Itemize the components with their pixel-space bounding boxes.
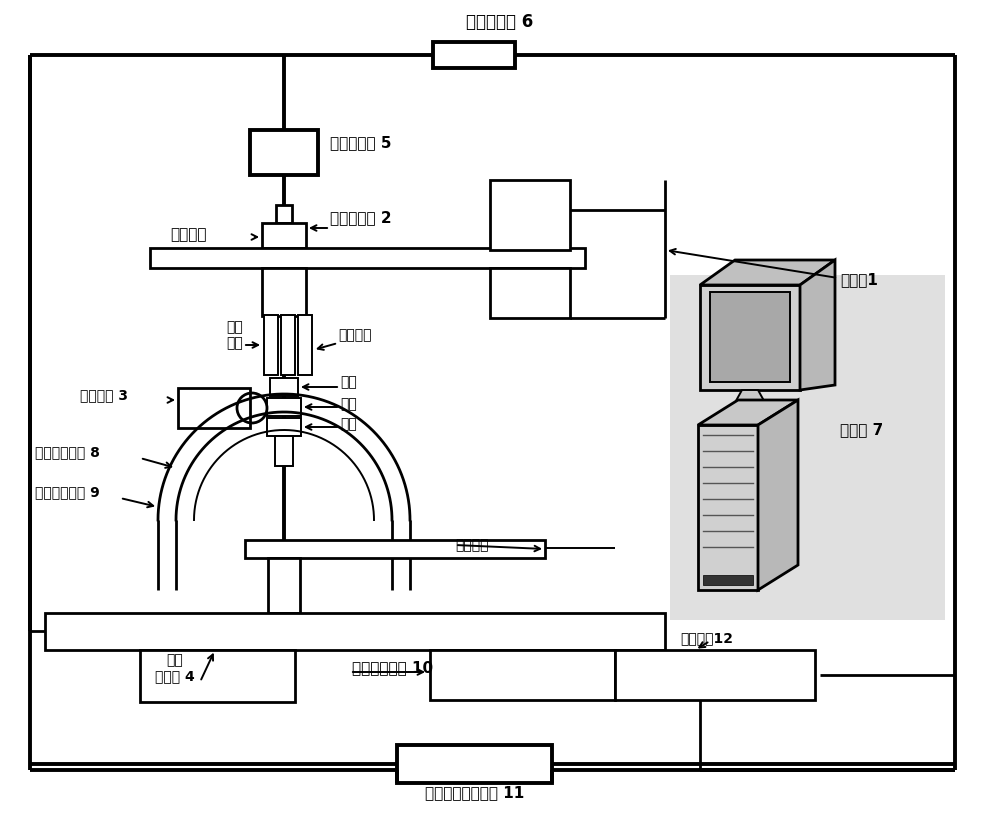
Text: 显微镜1: 显微镜1 <box>840 273 878 287</box>
Text: 稳定平台12: 稳定平台12 <box>680 631 733 645</box>
Bar <box>267 398 301 416</box>
Polygon shape <box>698 425 758 590</box>
Bar <box>281 315 295 375</box>
Text: 十字
载物台 4: 十字 载物台 4 <box>155 653 195 683</box>
Polygon shape <box>700 260 835 285</box>
Text: 压脚: 压脚 <box>340 375 357 389</box>
Text: 数据采集卡 6: 数据采集卡 6 <box>466 13 534 31</box>
Text: 显微目镜: 显微目镜 <box>170 227 207 243</box>
Polygon shape <box>700 285 800 390</box>
Text: 照明光源 3: 照明光源 3 <box>80 388 128 402</box>
Text: 夹具: 夹具 <box>340 417 357 431</box>
Text: 保偏
光纤: 保偏 光纤 <box>226 320 243 350</box>
Polygon shape <box>710 292 790 382</box>
Text: 转动执行机构 10: 转动执行机构 10 <box>352 660 433 676</box>
Bar <box>397 745 552 783</box>
Text: 基准分划板 2: 基准分划板 2 <box>330 211 392 225</box>
Bar <box>430 650 615 700</box>
Text: 定轴控制模块 9: 定轴控制模块 9 <box>35 485 100 499</box>
Bar <box>490 180 570 250</box>
Bar <box>298 315 312 375</box>
Text: 数码摄像机 5: 数码摄像机 5 <box>330 135 392 151</box>
Bar <box>262 223 306 248</box>
Text: 同心轴承: 同心轴承 <box>455 538 488 552</box>
Polygon shape <box>715 408 785 420</box>
Bar <box>150 248 585 268</box>
Bar <box>245 540 545 558</box>
Text: 夹具: 夹具 <box>340 397 357 411</box>
Bar <box>45 613 665 650</box>
Bar <box>276 205 292 223</box>
Bar <box>670 275 945 620</box>
Bar <box>615 650 815 700</box>
Bar <box>264 315 278 375</box>
Bar <box>490 268 570 318</box>
Bar <box>262 268 306 316</box>
Polygon shape <box>758 400 798 590</box>
Bar <box>275 436 293 466</box>
Text: 计算机 7: 计算机 7 <box>840 422 883 437</box>
Polygon shape <box>698 400 798 425</box>
Text: 对轴控制模块 8: 对轴控制模块 8 <box>35 445 100 459</box>
Polygon shape <box>703 575 753 585</box>
Polygon shape <box>732 390 768 408</box>
Bar <box>268 558 300 613</box>
Bar <box>270 378 298 396</box>
Text: 显微物镜: 显微物镜 <box>338 328 372 342</box>
Bar <box>140 650 295 702</box>
Bar <box>178 388 250 428</box>
Bar <box>433 42 515 68</box>
Bar <box>250 130 318 175</box>
Bar <box>267 418 301 436</box>
Text: 对轴反馈控制模块 11: 对轴反馈控制模块 11 <box>425 786 525 800</box>
Polygon shape <box>800 260 835 390</box>
